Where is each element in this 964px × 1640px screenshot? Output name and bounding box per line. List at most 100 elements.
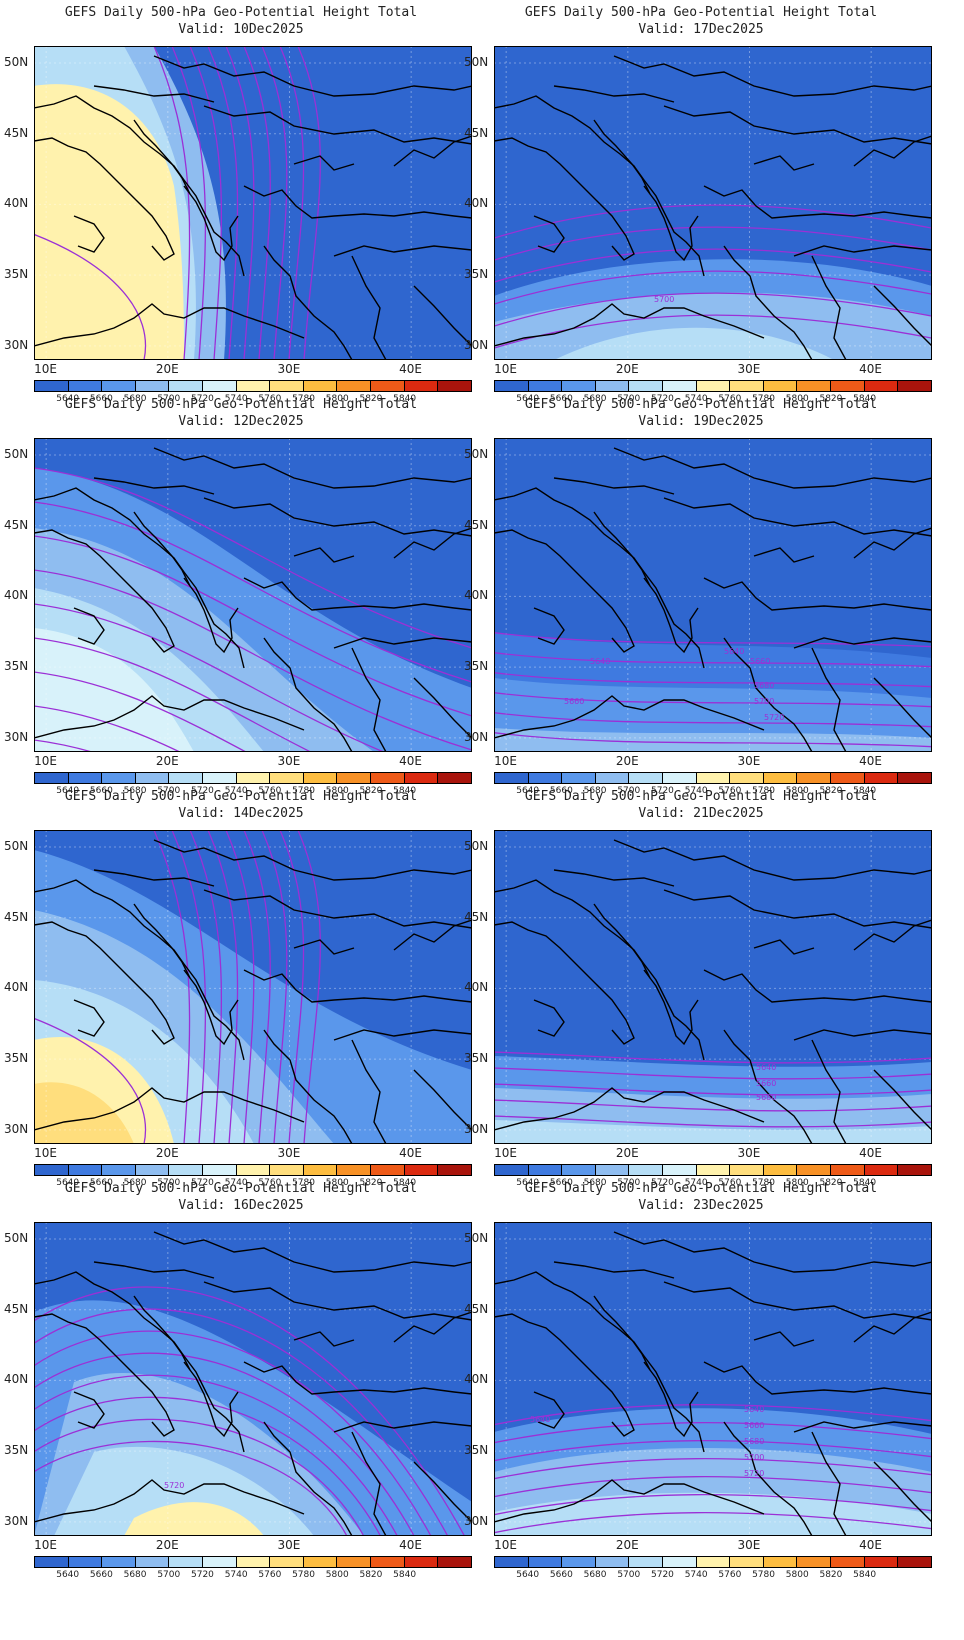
colorbar-label: 5680	[583, 394, 607, 404]
height-contour	[207, 830, 239, 1144]
colorbar-swatch	[495, 1557, 529, 1567]
height-contour	[494, 248, 932, 283]
height-contour	[34, 1374, 398, 1536]
contour-label: 5640	[744, 1405, 764, 1414]
colorbar-swatch	[169, 381, 204, 391]
height-contour	[494, 1476, 932, 1498]
height-contour	[34, 1330, 432, 1536]
coastline	[133, 1295, 191, 1371]
height-contour	[494, 672, 932, 688]
coastline	[853, 135, 932, 167]
colorbar	[34, 380, 472, 392]
coastline	[533, 1391, 565, 1429]
height-contour	[225, 830, 255, 1144]
colorbar-swatch	[236, 1557, 271, 1567]
height-contour	[34, 1352, 415, 1536]
coastline	[853, 1311, 932, 1343]
panel-title: GEFS Daily 500-hPa Geo-Potential Height …	[64, 5, 418, 20]
colorbar-swatch	[236, 381, 271, 391]
colorbar-label: 5680	[123, 1178, 147, 1188]
colorbar	[494, 772, 932, 784]
coastline	[34, 303, 305, 347]
coastline	[643, 577, 699, 654]
coastline	[153, 447, 472, 489]
lon-tick-label: 10E	[494, 754, 518, 768]
lon-tick-label: 10E	[494, 362, 518, 376]
coastline	[133, 511, 191, 587]
coastline	[593, 511, 651, 587]
coastline	[34, 1479, 305, 1523]
colorbar-swatch	[595, 1165, 630, 1175]
contour-label: 5640	[530, 1415, 550, 1424]
height-contour	[297, 830, 321, 1144]
lat-tick-label: 35N	[4, 1443, 29, 1458]
colorbar-label: 5840	[393, 1178, 417, 1188]
height-contour	[34, 1286, 466, 1536]
colorbar-swatch	[763, 381, 798, 391]
coastline	[494, 137, 635, 261]
colorbar-swatch	[438, 773, 471, 783]
lon-tick-label: 10E	[494, 1146, 518, 1160]
coastline	[873, 677, 932, 739]
colorbar-label: 5760	[258, 786, 282, 796]
height-contour	[494, 692, 932, 708]
coastline	[73, 607, 105, 645]
lat-tick-label: 45N	[464, 517, 489, 532]
colorbar-label: 5680	[583, 1178, 607, 1188]
colorbar-label: 5660	[549, 786, 573, 796]
colorbar-swatch	[303, 1165, 338, 1175]
coastline	[393, 135, 472, 167]
colorbar-label: 5740	[224, 1570, 248, 1580]
panel-valid-date: Valid: 19Dec2025	[638, 414, 764, 429]
coastline	[793, 637, 932, 649]
colorbar-swatch	[438, 1557, 471, 1567]
lon-tick-label: 20E	[615, 754, 639, 768]
coastline	[613, 1231, 932, 1273]
lon-tick-label: 40E	[399, 1538, 423, 1552]
colorbar-swatch	[404, 773, 439, 783]
lat-tick-label: 35N	[4, 267, 29, 282]
height-contour	[243, 46, 271, 360]
lat-tick-label: 30N	[4, 1121, 29, 1136]
shaded-band	[124, 1502, 264, 1536]
coastline	[203, 889, 472, 929]
coastline	[811, 255, 847, 360]
coastline	[533, 999, 565, 1037]
coastline	[413, 285, 472, 347]
colorbar-label: 5760	[718, 786, 742, 796]
coastline	[494, 303, 765, 347]
colorbar-swatch	[35, 1557, 69, 1567]
coastline	[263, 245, 353, 360]
colorbar-swatch	[270, 1557, 304, 1567]
panel-title: GEFS Daily 500-hPa Geo-Potential Height …	[524, 397, 878, 412]
colorbar-swatch	[528, 773, 563, 783]
coastline	[293, 1331, 355, 1347]
coastline	[494, 921, 635, 1045]
height-contour	[494, 632, 932, 648]
height-contour	[494, 1458, 932, 1480]
colorbar-swatch	[696, 1557, 731, 1567]
colorbar-swatch	[528, 1165, 563, 1175]
panel-title: GEFS Daily 500-hPa Geo-Potential Height …	[524, 789, 878, 804]
lon-tick-label: 30E	[277, 1538, 301, 1552]
colorbar-swatch	[337, 1165, 372, 1175]
coastline	[263, 637, 353, 752]
colorbar-swatch	[595, 773, 630, 783]
shaded-band	[34, 1082, 134, 1144]
colorbar-label: 5760	[258, 394, 282, 404]
lat-tick-label: 30N	[4, 729, 29, 744]
colorbar-label: 5820	[359, 1178, 383, 1188]
colorbar-label: 5700	[157, 786, 181, 796]
coastline	[793, 245, 932, 257]
coastline	[153, 55, 472, 97]
height-contour	[34, 637, 313, 752]
coastline	[183, 185, 239, 262]
coastline	[393, 527, 472, 559]
coastline	[494, 529, 635, 653]
colorbar	[494, 380, 932, 392]
colorbar-label: 5800	[325, 786, 349, 796]
colorbar-label: 5720	[191, 1570, 214, 1580]
coastline	[753, 155, 815, 171]
coastline	[663, 497, 932, 537]
colorbar-label: 5660	[549, 1178, 573, 1188]
